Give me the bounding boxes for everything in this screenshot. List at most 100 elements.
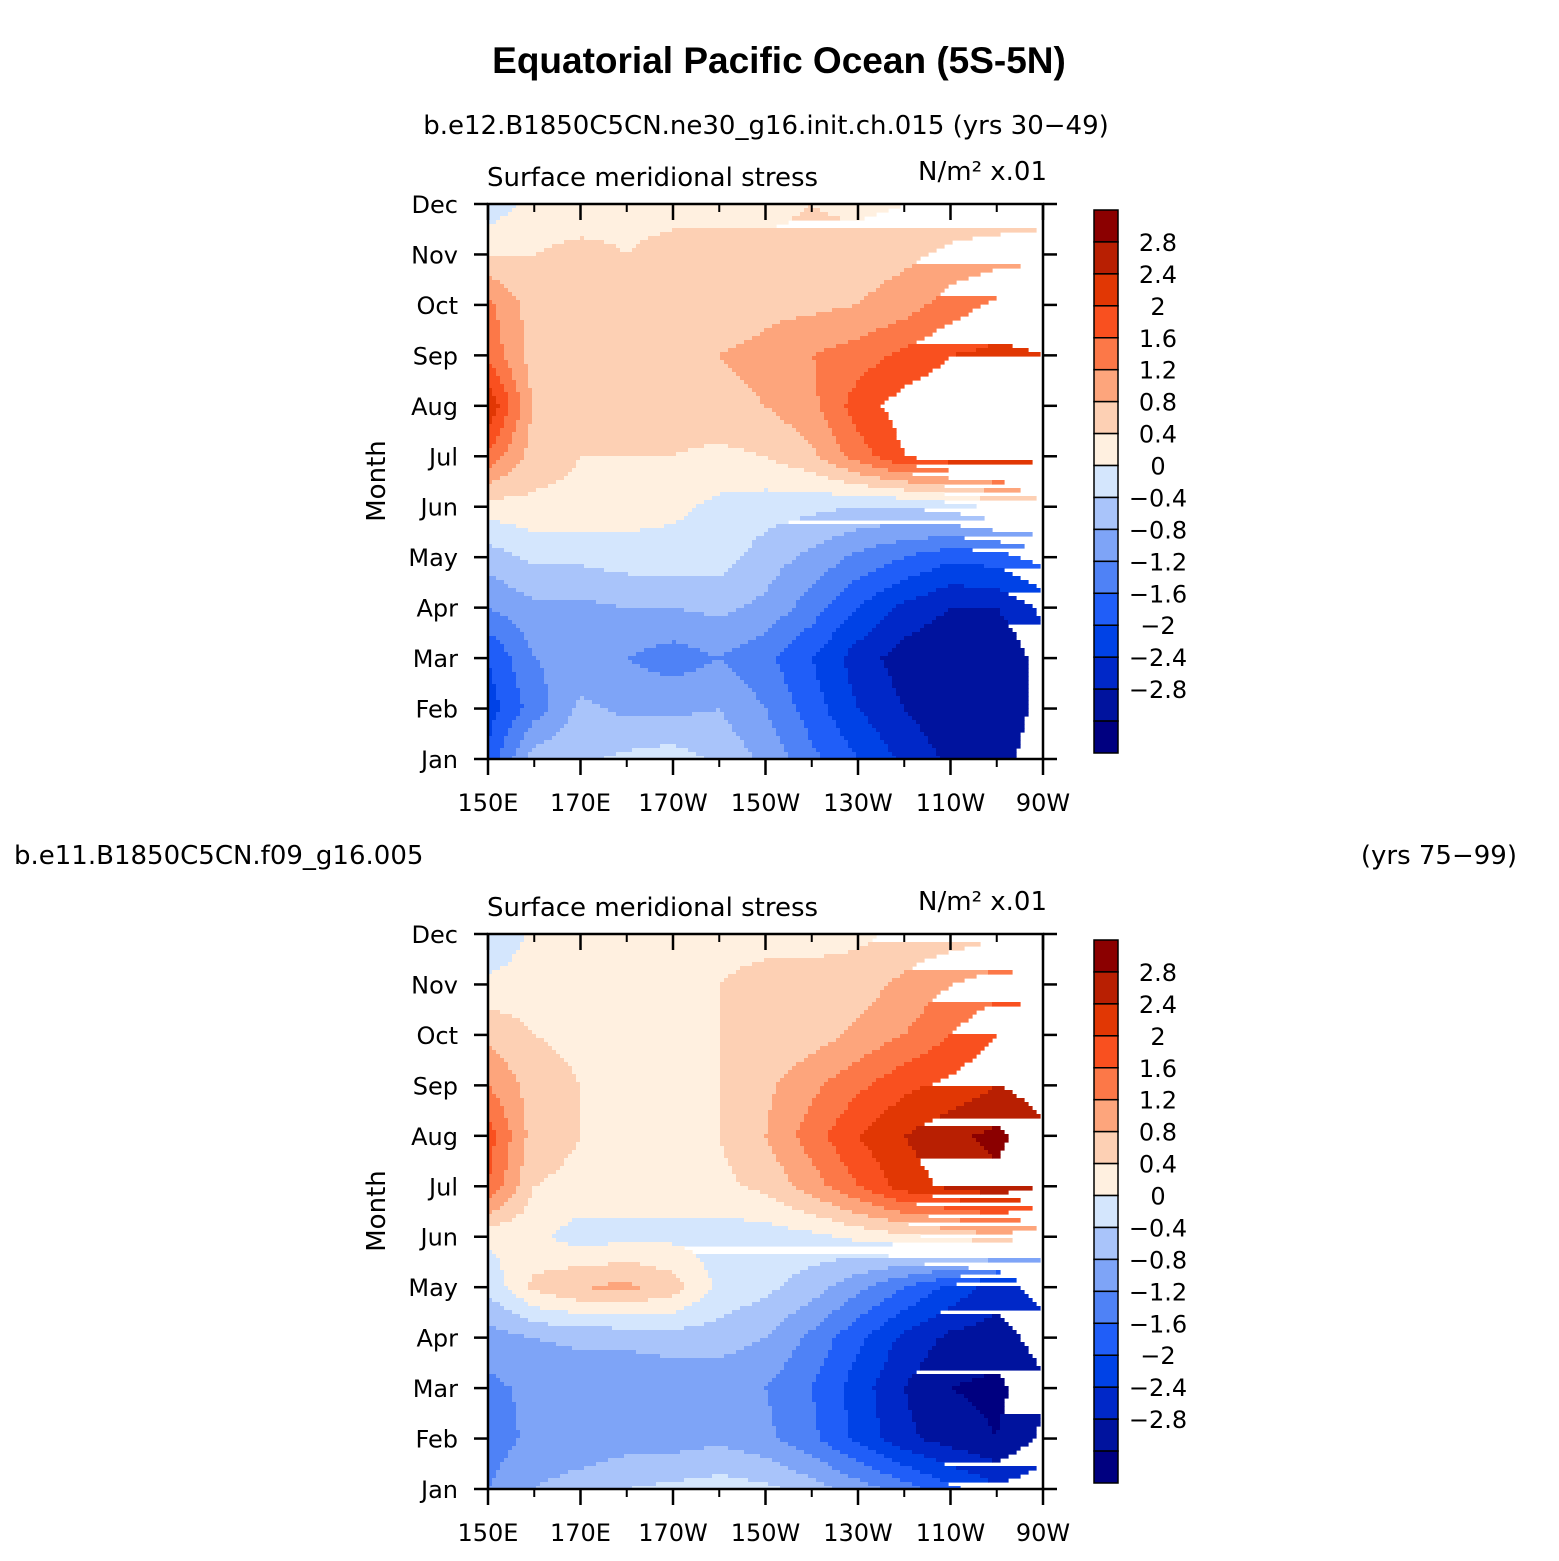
- y-tick-label-sep: Sep: [413, 1072, 458, 1100]
- contour-fill-cell: [848, 1410, 877, 1415]
- contour-fill-cell: [796, 556, 845, 561]
- contour-fill-cell: [720, 1086, 777, 1091]
- contour-fill-cell: [816, 748, 853, 753]
- contour-fill-cell: [556, 732, 737, 737]
- contour-fill-cell: [852, 1362, 885, 1367]
- contour-fill-cell: [836, 464, 873, 469]
- contour-fill-cell: [788, 464, 837, 469]
- contour-fill-cell: [512, 440, 529, 445]
- contour-fill-cell: [776, 1090, 821, 1095]
- contour-fill-cell: [756, 692, 793, 697]
- contour-fill-cell: [820, 1430, 849, 1435]
- axes-top: JanFebMarAprMayJunJulAugSepOctNovDec150E…: [408, 191, 1070, 817]
- heatmap-plot-bottom: [488, 934, 1041, 1490]
- contour-fill-cell: [488, 1462, 501, 1467]
- x-tick-label-130w: 130W: [823, 1519, 893, 1547]
- contour-fill-cell: [496, 308, 521, 313]
- contour-fill-cell: [920, 1086, 993, 1091]
- contour-fill-cell: [812, 744, 849, 749]
- contour-fill-cell: [836, 1150, 873, 1155]
- contour-fill-cell: [488, 676, 493, 681]
- contour-fill-cell: [728, 720, 773, 725]
- contour-fill-cell: [492, 1122, 509, 1127]
- contour-fill-cell: [948, 1034, 997, 1039]
- contour-fill-cell: [864, 1186, 893, 1191]
- contour-fill-cell: [528, 428, 797, 433]
- contour-fill-cell: [768, 1482, 825, 1487]
- contour-fill-cell: [488, 1050, 497, 1055]
- contour-fill-cell: [488, 336, 501, 341]
- contour-fill-cell: [768, 1382, 813, 1387]
- contour-fill-cell: [504, 284, 881, 289]
- y-tick-label-may: May: [408, 544, 458, 572]
- contour-fill-cell: [864, 1338, 897, 1343]
- contour-fill-cell: [512, 958, 765, 963]
- contour-fill-cell: [520, 1174, 549, 1179]
- contour-fill-cell: [692, 508, 837, 513]
- contour-fill-cell: [516, 388, 533, 393]
- x-tick-label-170w: 170W: [638, 1519, 708, 1547]
- contour-fill-cell: [892, 752, 937, 757]
- units-label-top: N/m² x.01: [918, 157, 1047, 187]
- contour-fill-cell: [792, 424, 829, 429]
- contour-fill-cell: [580, 696, 585, 701]
- contour-fill-cell: [848, 584, 893, 589]
- contour-fill-cell: [816, 1402, 845, 1407]
- contour-fill-cell: [856, 640, 901, 645]
- contour-fill-cell: [520, 1178, 545, 1183]
- contour-fill-cell: [504, 1110, 525, 1115]
- contour-fill-cell: [908, 1402, 973, 1407]
- contour-fill-cell: [720, 1006, 869, 1011]
- contour-fill-cell: [840, 560, 893, 565]
- contour-fill-cell: [520, 412, 533, 417]
- contour-fill-cell: [768, 716, 801, 721]
- contour-fill-cell: [980, 1190, 1009, 1195]
- contour-fill-cell: [844, 1386, 873, 1391]
- contour-fill-cell: [488, 990, 721, 995]
- contour-fill-cell: [896, 1290, 933, 1295]
- contour-fill-cell: [488, 1294, 517, 1299]
- colorbar-swatch: [1093, 688, 1119, 722]
- contour-fill-cell: [684, 1286, 713, 1291]
- contour-fill-cell: [492, 1210, 525, 1215]
- contour-fill-cell: [528, 1202, 785, 1207]
- contour-fill-cell: [488, 268, 905, 273]
- contour-fill-cell: [532, 1186, 749, 1191]
- contour-fill-cell: [488, 1018, 521, 1023]
- contour-fill-cell: [500, 1266, 569, 1271]
- contour-fill-cell: [504, 348, 525, 353]
- contour-fill-cell: [700, 1298, 761, 1303]
- contour-fill-cell: [488, 248, 545, 253]
- contour-fill-cell: [488, 344, 505, 349]
- contour-fill-cell: [920, 1366, 1041, 1371]
- contour-fill-cell: [488, 1362, 785, 1367]
- contour-fill-cell: [720, 1014, 861, 1019]
- contour-fill-cell: [972, 1098, 1025, 1103]
- contour-fill-cell: [948, 460, 1033, 465]
- contour-fill-cell: [880, 620, 933, 625]
- contour-fill-cell: [880, 1434, 921, 1439]
- contour-fill-cell: [488, 954, 513, 959]
- contour-fill-cell: [816, 1478, 861, 1483]
- contour-fill-cell: [492, 300, 521, 305]
- contour-fill-cell: [488, 1466, 501, 1471]
- units-label-bottom: N/m² x.01: [918, 887, 1047, 917]
- contour-fill-cell: [736, 732, 777, 737]
- contour-fill-cell: [512, 954, 825, 959]
- contour-fill-cell: [488, 1130, 497, 1135]
- contour-fill-cell: [736, 1350, 793, 1355]
- contour-fill-cell: [904, 488, 985, 493]
- contour-fill-cell: [880, 1302, 917, 1307]
- contour-fill-cell: [720, 1126, 769, 1131]
- contour-fill-cell: [972, 1402, 1005, 1407]
- contour-fill-cell: [812, 660, 845, 665]
- contour-fill-cell: [816, 368, 869, 373]
- contour-fill-cell: [856, 1458, 893, 1463]
- contour-fill-cell: [884, 564, 941, 569]
- contour-fill-cell: [812, 1162, 845, 1167]
- contour-fill-cell: [872, 1050, 929, 1055]
- contour-fill-cell: [720, 1050, 817, 1055]
- contour-fill-cell: [492, 1146, 509, 1151]
- contour-fill-cell: [704, 1294, 769, 1299]
- contour-fill-cell: [488, 1382, 505, 1387]
